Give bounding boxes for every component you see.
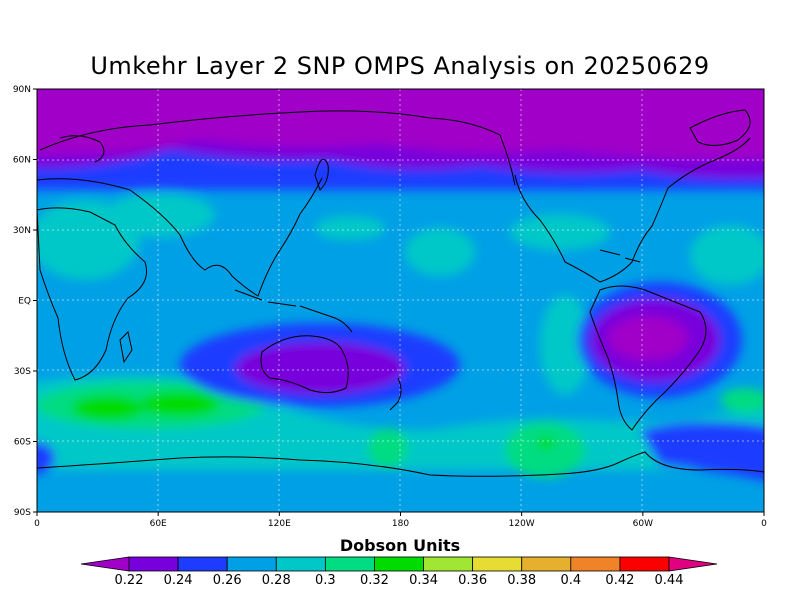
field-low-south-atlantic [640, 422, 764, 482]
colorbar-swatch [423, 556, 474, 572]
field-teal-pacific-e [510, 214, 610, 250]
colorbar-level-label: 0.3 [315, 573, 336, 588]
colorbar-swatch [472, 556, 523, 572]
lat-tick-label: 30S [14, 367, 31, 377]
field-max-east [140, 391, 220, 417]
field-max-west [72, 395, 144, 421]
lon-tick-label: 120W [509, 519, 535, 529]
field-max-pacific [538, 437, 554, 449]
colorbar-swatch [619, 556, 670, 572]
lat-tick-label: 60N [13, 156, 31, 166]
lat-tick-label: 90N [13, 85, 31, 95]
colorbar-level-label: 0.26 [213, 573, 242, 588]
field-low-australia-024 [235, 342, 405, 394]
colorbar-swatch [570, 556, 621, 572]
colorbar-level-label: 0.22 [115, 573, 144, 588]
lon-tick-label: 0 [761, 519, 767, 529]
colorbar-level-label: 0.36 [458, 573, 487, 588]
map-title: Umkehr Layer 2 SNP OMPS Analysis on 2025… [90, 52, 710, 80]
field-low-west-edge [37, 442, 55, 474]
colorbar-level-label: 0.34 [409, 573, 438, 588]
field-green-tasman [368, 428, 408, 468]
field-teal-pacific-c [405, 228, 475, 276]
colorbar-swatch [521, 556, 572, 572]
coastlines [37, 109, 764, 477]
colorbar-arrow-high [668, 556, 718, 572]
lon-tick-label: 120E [268, 519, 291, 529]
field-green-south-pacific [505, 422, 585, 478]
colorbar-level-label: 0.28 [262, 573, 291, 588]
colorbar-level-label: 0.42 [605, 573, 634, 588]
lat-tick-label: EQ [18, 297, 31, 307]
field-low-sa-022 [608, 316, 688, 360]
colorbar-level-label: 0.4 [560, 573, 581, 588]
lon-tick-label: 60W [633, 519, 653, 529]
field-band-north-022 [37, 89, 764, 159]
colorbar-level-label: 0.32 [360, 573, 389, 588]
colorbar-swatch [275, 556, 326, 572]
colorbar-level-label: 0.24 [164, 573, 193, 588]
colorbar-level-label: 0.44 [655, 573, 684, 588]
colorbar-swatch [226, 556, 277, 572]
graticule [37, 89, 764, 512]
colorbar-swatch [128, 556, 179, 572]
colorbar-title: Dobson Units [339, 536, 461, 555]
colorbar-swatch [324, 556, 375, 572]
lat-tick-label: 60S [14, 438, 31, 448]
colorbar-arrow-low [80, 556, 130, 572]
lon-tick-label: 60E [150, 519, 167, 529]
field-teal-asia [105, 193, 215, 237]
field-green-south-atlantic [720, 388, 764, 412]
lon-tick-label: 180 [392, 519, 409, 529]
longitude-axis: 0 60E 120E 180 120W 60W 0 [34, 512, 767, 529]
field-teal-atlantic [690, 225, 764, 285]
lat-tick-label: 90S [14, 508, 31, 518]
colorbar-swatch [374, 556, 424, 572]
colorbar: 0.22 0.24 0.26 0.28 0.3 0.32 0.34 0.36 0.38 0.4 0.… [80, 556, 718, 588]
lon-tick-label: 0 [34, 519, 40, 529]
contour-field [37, 89, 764, 512]
colorbar-swatch [177, 556, 228, 572]
field-teal-pacific-w [315, 216, 385, 240]
latitude-axis: 90N 60N 30N EQ 30S 60S 90S [13, 85, 37, 518]
lat-tick-label: 30N [13, 226, 31, 236]
colorbar-level-label: 0.38 [507, 573, 536, 588]
